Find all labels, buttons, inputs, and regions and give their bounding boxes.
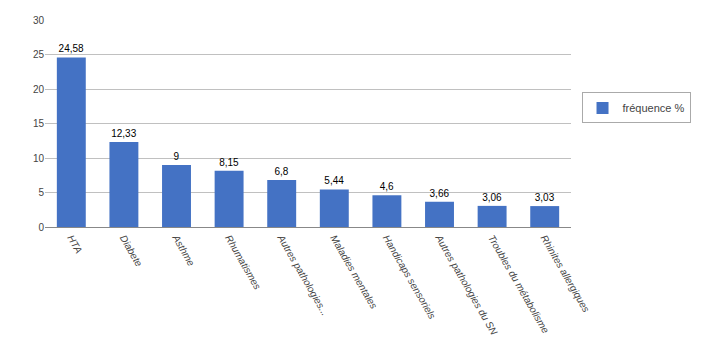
svg-text:Autres pathologies du SN: Autres pathologies du SN <box>433 232 500 337</box>
svg-text:fréquence %: fréquence % <box>623 102 685 114</box>
svg-text:Troubles du métabolisme: Troubles du métabolisme <box>486 233 552 335</box>
svg-text:Asthme: Asthme <box>170 232 197 268</box>
svg-text:20: 20 <box>33 84 45 95</box>
svg-text:30: 30 <box>33 15 45 26</box>
svg-text:Diabete: Diabete <box>118 233 145 269</box>
svg-text:0: 0 <box>38 222 44 233</box>
svg-text:3,03: 3,03 <box>535 192 555 203</box>
svg-text:15: 15 <box>33 118 45 129</box>
svg-text:Autres pathologies...: Autres pathologies... <box>275 232 331 317</box>
svg-text:24,58: 24,58 <box>59 43 84 54</box>
svg-text:10: 10 <box>33 153 45 164</box>
svg-text:3,66: 3,66 <box>430 188 450 199</box>
svg-text:Maladies mentales: Maladies mentales <box>328 233 379 311</box>
svg-text:12,33: 12,33 <box>111 128 136 139</box>
svg-text:HTA: HTA <box>65 233 84 255</box>
svg-text:Rhinites allergiques: Rhinites allergiques <box>539 233 592 314</box>
svg-text:4,6: 4,6 <box>380 181 394 192</box>
svg-text:3,06: 3,06 <box>482 192 502 203</box>
svg-text:8,15: 8,15 <box>219 157 239 168</box>
svg-text:Handicaps sensoriels: Handicaps sensoriels <box>381 233 438 321</box>
svg-text:5,44: 5,44 <box>324 175 344 186</box>
svg-text:Rhumatismes: Rhumatismes <box>223 233 263 291</box>
svg-text:6,8: 6,8 <box>275 166 289 177</box>
svg-text:5: 5 <box>38 187 44 198</box>
svg-text:9: 9 <box>174 151 180 162</box>
svg-text:25: 25 <box>33 49 45 60</box>
